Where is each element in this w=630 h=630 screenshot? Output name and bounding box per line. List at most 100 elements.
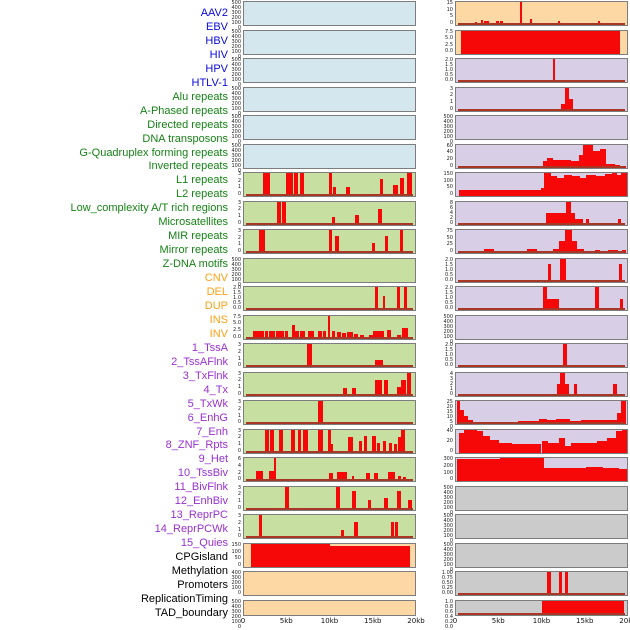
y-tick-label: 0: [237, 590, 241, 597]
data-bar: [258, 515, 263, 539]
y-tick-label: 1.5: [445, 261, 453, 268]
data-bar: [548, 264, 552, 282]
baseline: [457, 422, 626, 425]
y-tick-label: 2.0: [233, 285, 241, 292]
data-bar: [327, 429, 332, 453]
data-bar: [590, 420, 604, 425]
y-tick-label: 400: [231, 603, 241, 610]
y-axis-ticks-inv: 7.5 5.0 2.5 0.0: [432, 29, 453, 55]
baseline: [457, 612, 626, 615]
plot-cpgisland: [455, 485, 628, 511]
plot-mirror-repeats: [243, 485, 416, 511]
y-tick-label: 15: [446, 0, 453, 6]
data-bar: [299, 173, 304, 197]
data-bar: [332, 216, 336, 225]
y-tick-label: 0.5: [445, 357, 453, 364]
data-bar: [372, 435, 376, 453]
y-axis-ticks-10-tssbiv: 500 400 300 200 100 0: [432, 313, 453, 344]
data-bar: [583, 144, 593, 168]
track-label-14-reprpcwk: 14_ReprPCWk: [154, 523, 228, 536]
y-tick-label: 400: [231, 62, 241, 69]
y-tick-label: 400: [443, 518, 453, 525]
plot-inv: [455, 29, 628, 55]
y-tick-label: 300: [231, 608, 241, 615]
y-axis-ticks-8-znf-rpts: 2.0 1.5 1.0 0.5 0.0: [432, 257, 453, 283]
data-bar: [569, 99, 573, 111]
data-bar: [541, 440, 549, 453]
x-tick-label-left: 20kb: [407, 617, 425, 625]
y-axis-ticks-ins: 15 10 5 0: [432, 1, 453, 26]
data-bar: [351, 476, 355, 482]
y-tick-label: 1: [237, 498, 241, 505]
data-bar: [277, 201, 282, 225]
data-bar: [564, 384, 569, 396]
y-tick-label: 6: [237, 456, 241, 463]
x-tick-label-left: 15kb: [364, 617, 382, 625]
data-bar: [307, 344, 312, 368]
y-tick-label: 100: [443, 504, 453, 511]
plot-2-tssaflnk: [455, 86, 628, 112]
y-tick-label: 500: [231, 256, 241, 263]
y-tick-label: 500: [443, 513, 453, 520]
data-bar: [392, 184, 398, 197]
track-label-dna-transposons: DNA transposons: [142, 132, 228, 145]
y-tick-label: 1: [237, 184, 241, 191]
y-tick-label: 2: [449, 92, 453, 99]
y-tick-label: 3: [237, 370, 241, 377]
data-bar: [327, 315, 331, 339]
data-bar: [521, 458, 544, 482]
y-axis-ticks-hpv: 500 400 300 200 100 0: [220, 115, 241, 145]
data-bar: [543, 160, 548, 168]
y-tick-label: 150: [231, 541, 241, 548]
y-tick-label: 1.0: [233, 295, 241, 302]
track-label-htlv-1: HTLV-1: [191, 76, 228, 89]
data-bar: [621, 173, 627, 197]
y-tick-label: 0.0: [445, 77, 453, 84]
plot-6-enhg: [455, 200, 628, 226]
track-label-inv: INV: [209, 327, 228, 340]
data-bar: [291, 324, 295, 339]
y-tick-label: 0: [237, 419, 241, 426]
data-bar: [579, 177, 586, 197]
data-bar: [302, 429, 309, 453]
plot-microsatellites: [243, 428, 416, 454]
data-bar: [559, 572, 563, 596]
data-bar: [367, 499, 372, 510]
plot-dup: [243, 599, 416, 616]
y-tick-label: 0.0: [233, 305, 241, 312]
plot-cnv: [243, 542, 416, 568]
y-tick-label: 20: [446, 437, 453, 444]
data-bar: [332, 186, 337, 197]
y-tick-label: 50: [234, 555, 241, 562]
plot-hpv: [243, 115, 416, 141]
y-tick-label: 400: [443, 318, 453, 325]
track-label-ebv: EBV: [205, 20, 228, 33]
plot-l2-repeats: [243, 371, 416, 397]
y-tick-label: 2.0: [445, 285, 453, 292]
y-tick-label: 500: [443, 541, 453, 548]
y-tick-label: 0: [449, 566, 453, 573]
y-tick-label: 500: [443, 313, 453, 320]
data-bar: [407, 372, 411, 396]
y-tick-label: 200: [231, 271, 241, 278]
data-bar: [378, 209, 383, 225]
y-tick-label: 2: [449, 214, 453, 221]
y-tick-label: 300: [231, 38, 241, 45]
data-bar: [264, 429, 269, 453]
x-tick-label-left: 0: [240, 617, 246, 625]
data-bar: [463, 429, 470, 453]
track-label-4-tx: 4_Tx: [203, 383, 228, 396]
track-label-replicationtiming: ReplicationTiming: [140, 592, 228, 605]
y-tick-label: 3: [237, 399, 241, 406]
y-tick-label: 100: [443, 561, 453, 568]
data-bar: [586, 467, 604, 482]
data-bar: [317, 429, 324, 453]
y-tick-label: 400: [231, 5, 241, 11]
track-label-11-bivflnk: 11_BivFlnk: [174, 481, 228, 494]
track-label-directed-repeats: Directed repeats: [147, 118, 228, 131]
baseline: [457, 365, 626, 368]
y-axis-ticks-dna-transposons: 500 400 300 200 100 0: [220, 256, 241, 287]
data-bar: [397, 287, 401, 311]
